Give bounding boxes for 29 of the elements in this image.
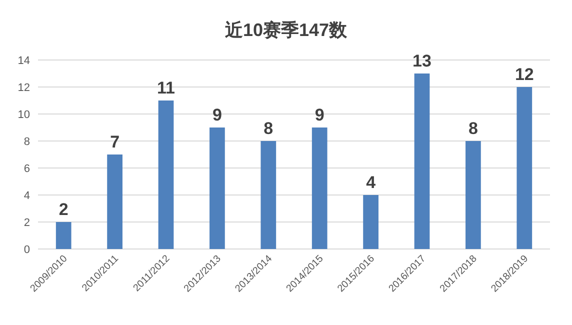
y-tick-label: 14 — [18, 55, 30, 67]
data-label: 12 — [514, 65, 534, 84]
data-label: 4 — [366, 173, 376, 192]
data-label: 8 — [264, 119, 274, 138]
y-tick-label: 8 — [24, 136, 30, 148]
bar — [56, 222, 72, 249]
bar — [107, 154, 122, 249]
bar — [158, 100, 174, 249]
bar — [312, 128, 328, 249]
data-label: 8 — [468, 119, 478, 138]
y-tick-label: 12 — [18, 82, 30, 94]
y-tick-label: 2 — [24, 217, 30, 229]
data-label: 13 — [412, 52, 432, 70]
bar — [466, 141, 481, 249]
bar — [260, 141, 276, 249]
y-tick-label: 0 — [24, 244, 30, 256]
bar — [516, 87, 532, 249]
y-tick-label: 10 — [18, 109, 30, 121]
y-tick-label: 6 — [24, 163, 30, 175]
y-tick-label: 4 — [24, 190, 30, 202]
data-label: 9 — [212, 106, 222, 124]
bar — [210, 128, 225, 249]
data-label: 7 — [110, 132, 120, 152]
chart-title: 近10赛季147数 — [224, 20, 348, 40]
bar — [414, 74, 430, 249]
bar — [363, 195, 378, 249]
data-label: 2 — [58, 200, 68, 219]
data-label: 11 — [157, 78, 175, 98]
data-label: 9 — [314, 106, 324, 124]
